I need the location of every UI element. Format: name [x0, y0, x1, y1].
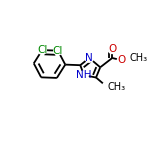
Text: O: O [108, 44, 116, 54]
Circle shape [85, 54, 93, 62]
Circle shape [80, 71, 88, 79]
Circle shape [54, 47, 62, 55]
Text: O: O [117, 55, 126, 65]
Text: CH₃: CH₃ [107, 81, 125, 92]
Circle shape [117, 56, 126, 64]
Circle shape [38, 46, 46, 54]
Text: NH: NH [76, 70, 92, 80]
Text: N: N [85, 53, 93, 63]
Circle shape [125, 54, 133, 62]
Text: Cl: Cl [37, 45, 47, 55]
Circle shape [102, 82, 111, 91]
Text: Cl: Cl [53, 46, 63, 56]
Circle shape [108, 45, 116, 54]
Text: CH₃: CH₃ [130, 53, 148, 63]
